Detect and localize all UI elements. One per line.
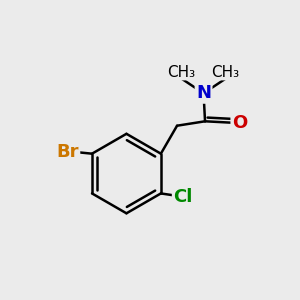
- Text: O: O: [232, 114, 247, 132]
- Text: Br: Br: [56, 143, 79, 161]
- Text: CH₃: CH₃: [167, 64, 196, 80]
- Text: N: N: [196, 84, 211, 102]
- Text: CH₃: CH₃: [212, 64, 240, 80]
- Text: Cl: Cl: [173, 188, 193, 206]
